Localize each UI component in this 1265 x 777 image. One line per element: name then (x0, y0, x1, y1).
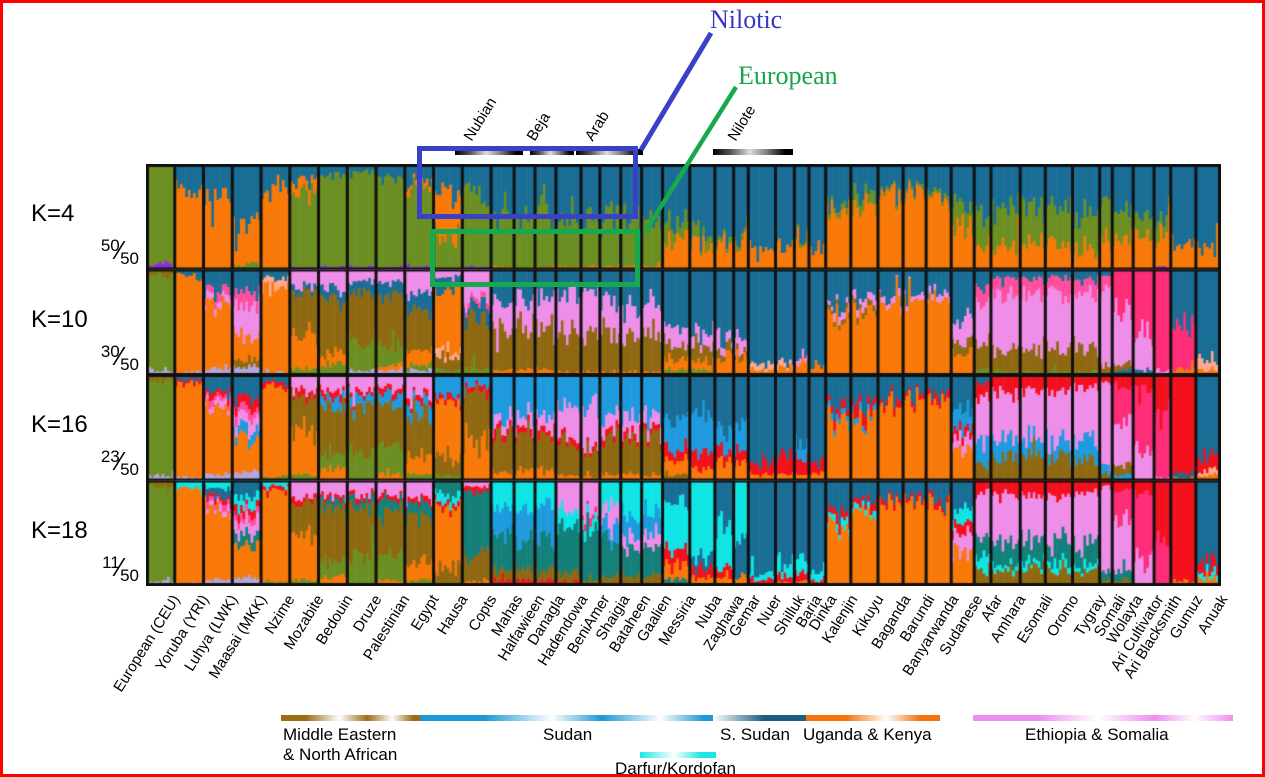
nilotic-pointer-line (638, 31, 714, 152)
legend-label-middle-eastern-line2: & North African (283, 745, 398, 764)
legend-bar-sudan (420, 715, 713, 721)
legend-bar-darfur-kordofan (640, 752, 716, 758)
legend-label-darfur-kordofan: Darfur/Kordofan (615, 759, 736, 777)
group-label-arab: Arab (581, 108, 613, 144)
legend-label-sudan: Sudan (543, 725, 593, 744)
row-label-k18: K=18 (31, 516, 88, 544)
legend-label-middle-eastern-line1: Middle Eastern (283, 725, 397, 744)
row-runs-fraction-k10: 30⁄50 (100, 340, 139, 374)
european-annotation-label: European (738, 61, 838, 90)
row-label-k4: K=4 (31, 200, 75, 227)
legend-label-ethiopia-somalia: Ethiopia & Somalia (1025, 725, 1169, 744)
legend-bar-s-sudan (713, 715, 806, 721)
row-label-k10: K=10 (31, 305, 88, 333)
group-label-beja: Beja (523, 109, 554, 144)
group-marker-bar-beja (530, 149, 574, 155)
admixture-plot-canvas (146, 164, 1221, 586)
legend-bar-middle-eastern (281, 715, 420, 721)
legend-label-s-sudan: S. Sudan (720, 725, 790, 744)
group-marker-bar-arab (576, 149, 643, 155)
legend-bar-uganda-kenya (806, 715, 940, 721)
group-label-nubian: Nubian (460, 94, 501, 144)
nilotic-highlight-box (417, 146, 638, 219)
row-runs-fraction-k16: 23⁄50 (100, 446, 139, 479)
row-runs-fraction-k4: 50⁄50 (100, 235, 139, 268)
row-runs-fraction-k18: 11⁄50 (102, 551, 139, 585)
nilotic-annotation-label: Nilotic (710, 5, 783, 34)
legend-bar-ethiopia-somalia (973, 715, 1233, 721)
european-highlight-box (430, 229, 640, 287)
legend-label-uganda-kenya: Uganda & Kenya (803, 725, 932, 744)
group-marker-bar-nilote (713, 149, 793, 155)
group-marker-bar-nubian (455, 149, 523, 155)
row-label-k16: K=16 (31, 411, 88, 438)
